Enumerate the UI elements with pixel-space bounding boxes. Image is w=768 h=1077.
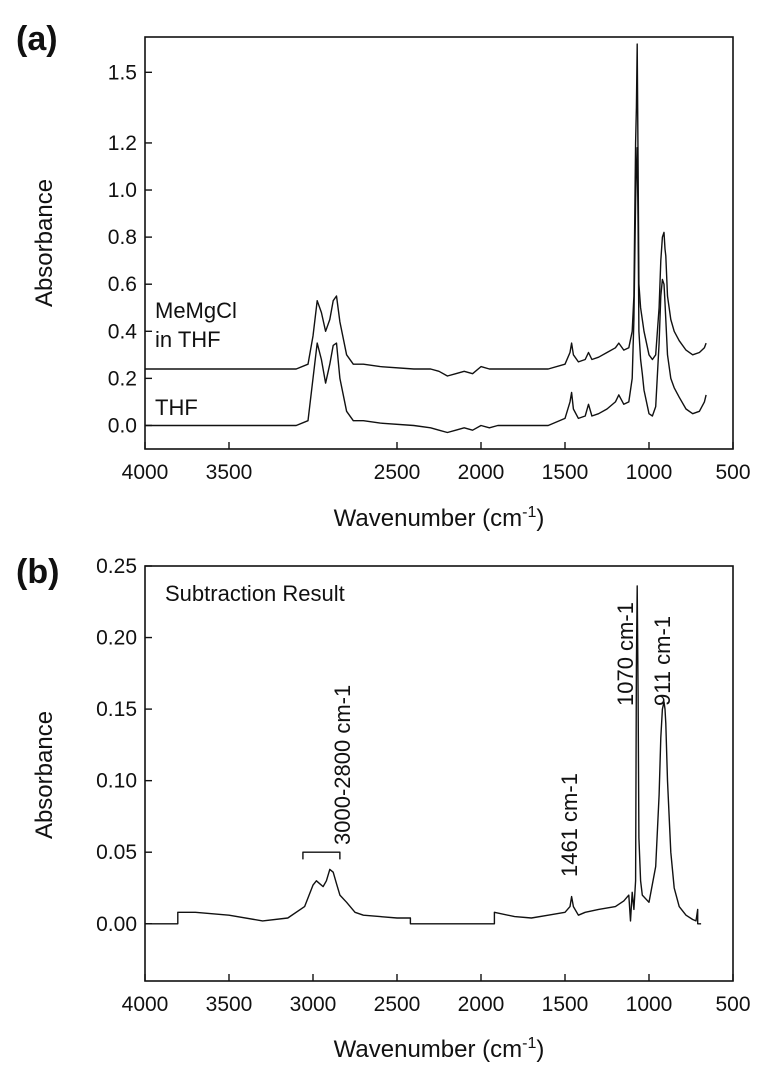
series-line-thf [145, 147, 707, 434]
y-tick-label: 1.0 [108, 179, 137, 202]
y-tick-label: 0.15 [96, 698, 137, 721]
panel-b-x-axis: 4000 3500 3000 2500 2000 1500 1000 500 [122, 974, 751, 1016]
x-tick-label: 2000 [458, 461, 505, 484]
annotation-911: 911 cm-1 [650, 616, 675, 706]
y-tick-label: 0.10 [96, 770, 137, 793]
panel-a-label: (a) [16, 20, 58, 58]
x-tick-label: 1500 [542, 993, 589, 1016]
x-tick-label: 1000 [626, 993, 673, 1016]
annotation-memgcl-line1: MeMgCl [155, 298, 237, 323]
y-tick-label: 0.4 [108, 320, 138, 343]
annotation-memgcl-line2: in THF [155, 327, 221, 352]
x-tick-label: 1000 [626, 461, 673, 484]
y-tick-label: 0.00 [96, 913, 137, 936]
y-tick-label: 0.0 [108, 414, 137, 437]
series-line-memgcl-in-thf [145, 43, 707, 377]
panel-b-y-axis-title: Absorbance [31, 711, 58, 839]
y-tick-label: 0.6 [108, 273, 137, 296]
y-tick-label: 0.25 [96, 555, 137, 578]
panel-a-traces [145, 43, 707, 434]
x-tick-label: 500 [715, 993, 750, 1016]
annotation-3000-2800: 3000-2800 cm-1 [330, 685, 355, 845]
x-tick-label: 4000 [122, 993, 169, 1016]
x-tick-label: 2000 [458, 993, 505, 1016]
y-tick-label: 0.20 [96, 627, 137, 650]
y-tick-label: 0.05 [96, 841, 137, 864]
panel-b-x-axis-title-end: ) [536, 1036, 544, 1063]
x-tick-label: 4000 [122, 461, 169, 484]
y-tick-label: 1.5 [108, 61, 137, 84]
series-line-trace-0 [145, 585, 702, 925]
panel-a-x-axis-title-main: Wavenumber (cm [334, 505, 522, 532]
panel-b-x-axis-title: Wavenumber (cm-1) [334, 1035, 545, 1063]
panel-b-x-axis-title-main: Wavenumber (cm [334, 1036, 522, 1063]
panel-a-plot-frame [144, 36, 734, 450]
x-tick-label: 2500 [374, 993, 421, 1016]
panel-a-y-axis: 0.0 0.2 0.4 0.6 0.8 1.0 1.2 1.5 [108, 61, 152, 437]
panel-b-y-axis: 0.00 0.05 0.10 0.15 0.20 0.25 [96, 555, 152, 936]
x-tick-label: 3000 [290, 993, 337, 1016]
panel-a-x-axis-title: Wavenumber (cm-1) [334, 504, 545, 532]
y-tick-label: 0.8 [108, 226, 137, 249]
panel-b-plot-frame [144, 565, 734, 982]
panel-a: (a) 0.0 0.2 0.4 0.6 0.8 1.0 1.2 1.5 4000 3500 250… [16, 20, 751, 532]
panel-a-x-axis-title-end: ) [536, 505, 544, 532]
panel-a-x-axis-title-sup: -1 [522, 504, 536, 521]
band-bracket-3000-2800 [302, 851, 341, 860]
panel-b: (b) 0.00 0.05 0.10 0.15 0.20 0.25 4000 3500 300… [16, 553, 751, 1063]
panel-b-label: (b) [16, 553, 59, 591]
panel-a-y-axis-title: Absorbance [31, 179, 58, 307]
panel-a-x-axis: 4000 3500 2500 2000 1500 1000 500 [122, 442, 751, 484]
panel-b-title: Subtraction Result [165, 581, 345, 606]
annotation-1070: 1070 cm-1 [613, 602, 638, 706]
annotation-thf: THF [155, 395, 198, 420]
y-tick-label: 1.2 [108, 132, 137, 155]
x-tick-label: 1500 [542, 461, 589, 484]
annotation-1461: 1461 cm-1 [557, 773, 582, 877]
panel-b-traces [145, 585, 702, 925]
x-tick-label: 3500 [206, 461, 253, 484]
x-tick-label: 500 [715, 461, 750, 484]
y-tick-label: 0.2 [108, 367, 137, 390]
x-tick-label: 3500 [206, 993, 253, 1016]
x-tick-label: 2500 [374, 461, 421, 484]
panel-b-x-axis-title-sup: -1 [522, 1035, 536, 1052]
